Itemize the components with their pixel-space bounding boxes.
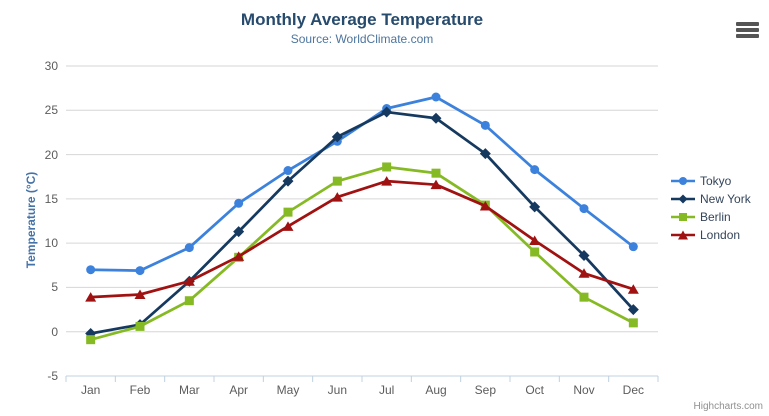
y-axis-tick-label: 25 bbox=[44, 103, 58, 118]
data-point[interactable] bbox=[183, 276, 195, 286]
y-axis-tick-label: 15 bbox=[44, 191, 58, 206]
series-line-berlin bbox=[90, 165, 634, 342]
legend-item-london[interactable]: London bbox=[671, 227, 751, 243]
chart-title: Monthly Average Temperature bbox=[240, 10, 484, 29]
data-point[interactable] bbox=[233, 226, 245, 238]
data-point[interactable] bbox=[530, 247, 540, 257]
data-point[interactable] bbox=[480, 120, 490, 130]
legend-item-new-york[interactable]: New York bbox=[671, 191, 751, 207]
series-line-london bbox=[90, 179, 634, 299]
legend-item-label: New York bbox=[700, 192, 751, 206]
y-axis-tick-label: 0 bbox=[51, 324, 58, 339]
x-axis-tick-label: Feb bbox=[129, 383, 151, 397]
data-point[interactable] bbox=[431, 92, 441, 102]
data-point[interactable] bbox=[579, 204, 589, 214]
x-axis-tick-label: May bbox=[276, 383, 300, 397]
data-point[interactable] bbox=[86, 265, 96, 275]
series-line-new-york bbox=[90, 110, 635, 335]
legend-marker-icon bbox=[671, 177, 695, 185]
data-point[interactable] bbox=[135, 266, 145, 276]
x-axis-tick-label: Dec bbox=[622, 383, 644, 397]
data-point[interactable] bbox=[430, 179, 442, 190]
data-point[interactable] bbox=[86, 335, 96, 345]
data-point[interactable] bbox=[283, 166, 293, 176]
data-point[interactable] bbox=[381, 106, 393, 118]
x-axis-tick-label: Sep bbox=[474, 383, 496, 397]
chart-context-menu-button[interactable] bbox=[732, 18, 762, 40]
x-axis-tick-label: Mar bbox=[178, 383, 200, 397]
data-point[interactable] bbox=[578, 250, 590, 262]
data-point[interactable] bbox=[233, 251, 245, 261]
y-axis-tick-label: -5 bbox=[47, 369, 58, 383]
legend-marker-icon bbox=[671, 213, 695, 221]
x-axis-tick-label: Jun bbox=[327, 383, 347, 397]
data-point[interactable] bbox=[283, 207, 293, 217]
legend-marker-icon bbox=[671, 194, 695, 204]
y-axis-title: Temperature (°C) bbox=[24, 171, 38, 269]
y-axis-tick-label: 30 bbox=[44, 59, 58, 73]
credits-link[interactable]: Highcharts.com bbox=[693, 401, 763, 412]
data-point[interactable] bbox=[381, 176, 393, 186]
chart-subtitle: Source: WorldClimate.com bbox=[290, 32, 434, 46]
x-axis-tick-label: Jul bbox=[378, 383, 395, 397]
legend-item-label: Tokyo bbox=[700, 174, 732, 188]
data-point[interactable] bbox=[628, 242, 638, 252]
legend-item-berlin[interactable]: Berlin bbox=[671, 209, 751, 225]
data-point[interactable] bbox=[184, 243, 194, 253]
data-point[interactable] bbox=[332, 176, 342, 186]
data-point[interactable] bbox=[234, 198, 244, 208]
x-axis-tick-label: Nov bbox=[573, 383, 595, 397]
data-point[interactable] bbox=[431, 168, 441, 178]
data-point[interactable] bbox=[184, 296, 194, 306]
data-point[interactable] bbox=[134, 289, 146, 300]
legend-item-label: Berlin bbox=[700, 210, 731, 224]
data-point[interactable] bbox=[628, 318, 638, 328]
data-point[interactable] bbox=[529, 201, 541, 213]
data-point[interactable] bbox=[85, 292, 97, 302]
data-point[interactable] bbox=[578, 268, 590, 278]
data-point[interactable] bbox=[430, 112, 442, 124]
data-point[interactable] bbox=[331, 131, 343, 143]
data-point[interactable] bbox=[282, 221, 294, 231]
legend-item-tokyo[interactable]: Tokyo bbox=[671, 173, 751, 189]
x-axis-tick-label: Jan bbox=[80, 383, 101, 397]
data-point[interactable] bbox=[627, 304, 639, 316]
legend-marker-icon bbox=[671, 230, 695, 240]
data-point[interactable] bbox=[331, 192, 343, 202]
x-axis-tick-label: Aug bbox=[425, 383, 447, 397]
y-axis-tick-label: 20 bbox=[44, 147, 58, 162]
data-point[interactable] bbox=[579, 292, 589, 302]
data-point[interactable] bbox=[627, 284, 639, 294]
x-axis-tick-label: Oct bbox=[525, 383, 544, 397]
legend: Tokyo New York Berlin London bbox=[671, 173, 751, 243]
y-axis-tick-label: 10 bbox=[44, 236, 58, 251]
data-point[interactable] bbox=[479, 148, 491, 160]
data-point[interactable] bbox=[282, 175, 294, 187]
data-point[interactable] bbox=[135, 321, 145, 331]
x-axis-tick-label: Apr bbox=[229, 383, 248, 397]
hamburger-menu-icon bbox=[734, 22, 760, 38]
legend-item-label: London bbox=[700, 228, 741, 242]
data-point[interactable] bbox=[382, 162, 392, 172]
y-axis-tick-label: 5 bbox=[51, 280, 58, 295]
data-point[interactable] bbox=[529, 235, 541, 245]
data-point[interactable] bbox=[530, 165, 540, 175]
data-point[interactable] bbox=[479, 200, 491, 211]
